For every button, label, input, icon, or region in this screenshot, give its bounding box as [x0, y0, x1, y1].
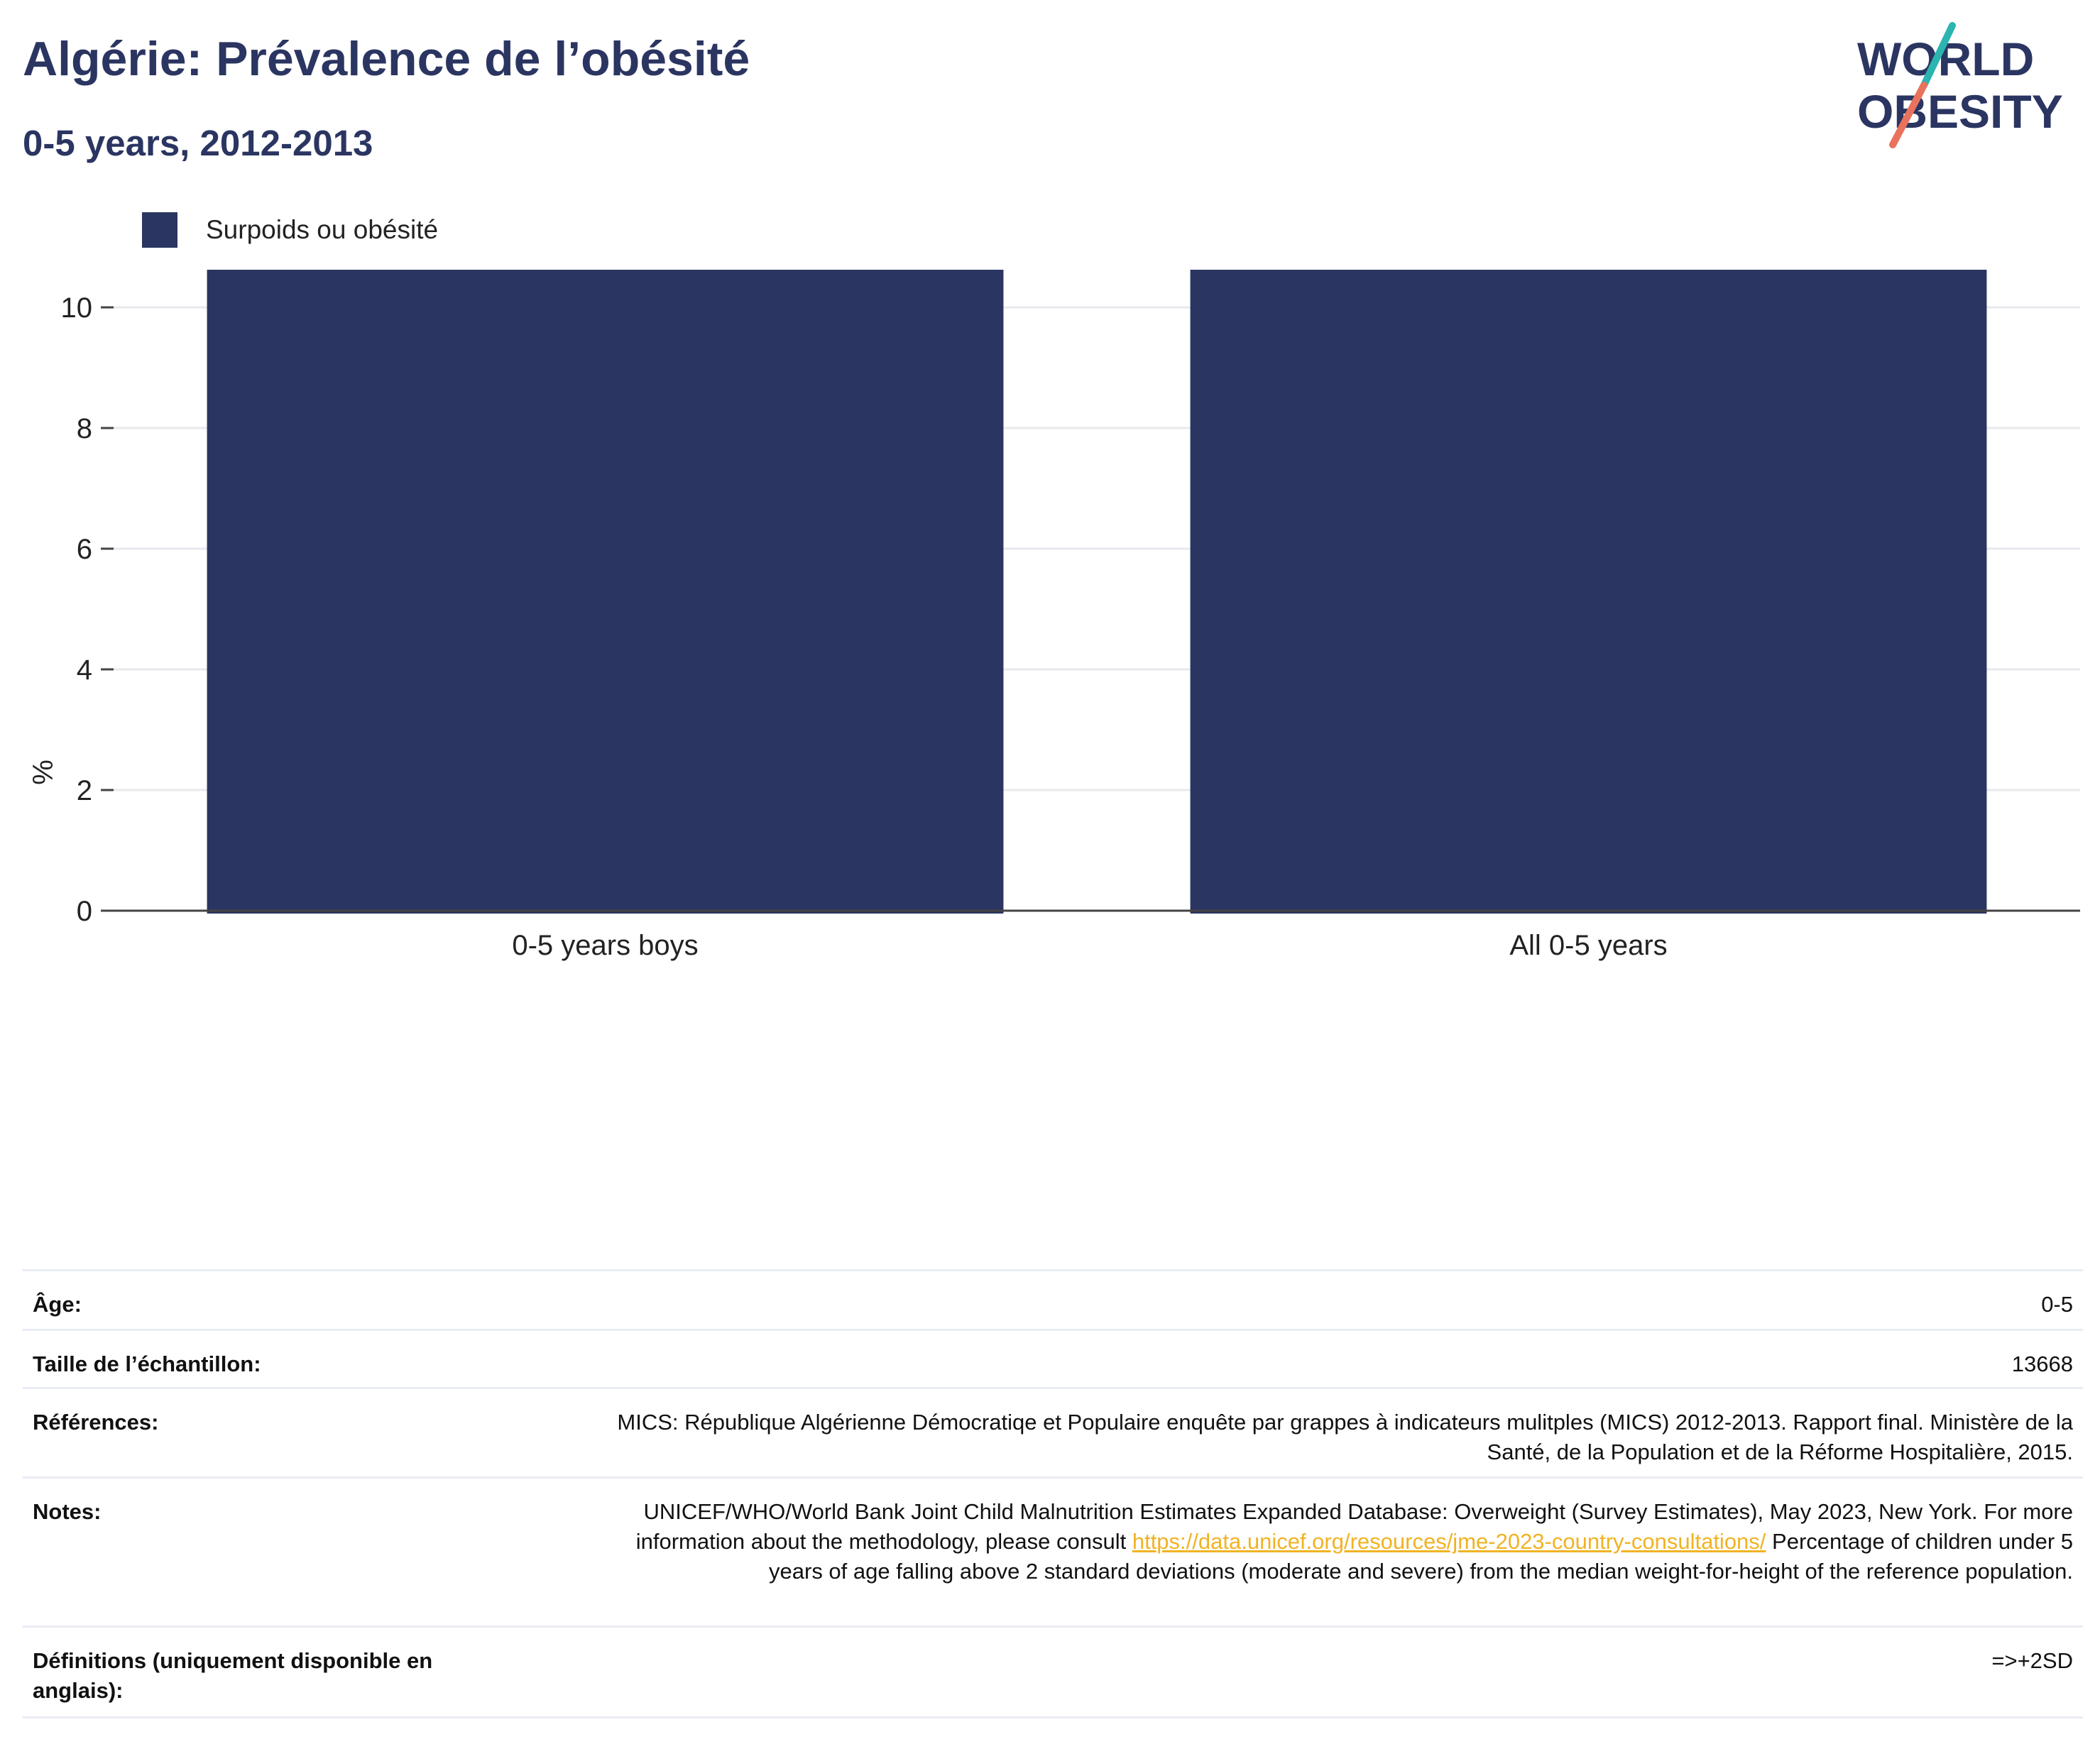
page-title: Algérie: Prévalence de l’obésité [23, 32, 750, 86]
info-value: 13668 [2011, 1352, 2073, 1376]
x-category-label: 0-5 years boys [512, 930, 698, 961]
info-value: =>+2SD [1991, 1648, 2073, 1673]
chart-legend: Surpoids ou obésité [142, 210, 438, 250]
info-label: Notes: [33, 1499, 102, 1524]
info-row-references: Références: MICS: République Algérienne … [23, 1389, 2083, 1479]
page-subtitle: 0-5 years, 2012-2013 [23, 123, 373, 163]
info-row-definitions: Définitions (uniquement disponible en an… [23, 1628, 2083, 1718]
y-tick-label: 4 [77, 654, 92, 686]
legend-swatch[interactable] [142, 212, 177, 248]
info-row-sample-size: Taille de l’échantillon: 13668 [23, 1331, 2083, 1389]
y-tick-label: 10 [61, 292, 93, 324]
info-label: Définitions (uniquement disponible en an… [33, 1648, 433, 1703]
methodology-link[interactable]: https://data.unicef.org/resources/jme-20… [1132, 1529, 1766, 1554]
info-label: Âge: [33, 1292, 82, 1317]
info-label: Taille de l’échantillon: [33, 1352, 261, 1376]
chart-bars [207, 270, 1987, 914]
bar-1[interactable] [207, 270, 1004, 914]
y-tick-label: 2 [77, 775, 92, 806]
world-obesity-logo: WORLD OBESITY [1857, 22, 2063, 148]
notes-text-after: Percentage of children under 5 years of … [769, 1529, 2073, 1584]
info-row-notes: Notes: UNICEF/WHO/World Bank Joint Child… [23, 1479, 2083, 1628]
x-axis-categories: 0-5 years boys All 0-5 years [512, 930, 1667, 961]
info-value: 0-5 [2041, 1292, 2073, 1317]
logo-line2: OBESITY [1857, 85, 2063, 138]
legend-label[interactable]: Surpoids ou obésité [206, 215, 439, 244]
x-category-label: All 0-5 years [1509, 930, 1667, 961]
info-value: MICS: République Algérienne Démocratiqe … [617, 1410, 2073, 1464]
y-tick-label: 6 [77, 534, 92, 565]
info-row-age: Âge: 0-5 [23, 1271, 2083, 1331]
y-tick-label: 8 [77, 413, 92, 444]
logo-slash-coral [1889, 82, 1927, 148]
info-label: Références: [33, 1410, 159, 1435]
info-table: Âge: 0-5 Taille de l’échantillon: 13668 … [23, 1269, 2083, 1718]
y-axis-ticks: 024681012 [61, 292, 114, 927]
bar-2[interactable] [1190, 270, 1987, 914]
notes-text: UNICEF/WHO/World Bank Joint Child Malnut… [635, 1499, 2073, 1554]
y-axis-label: % [28, 760, 59, 785]
y-tick-label: 0 [77, 896, 92, 927]
logo-slash-teal [1920, 22, 1956, 89]
info-value: UNICEF/WHO/World Bank Joint Child Malnut… [582, 1497, 2073, 1586]
